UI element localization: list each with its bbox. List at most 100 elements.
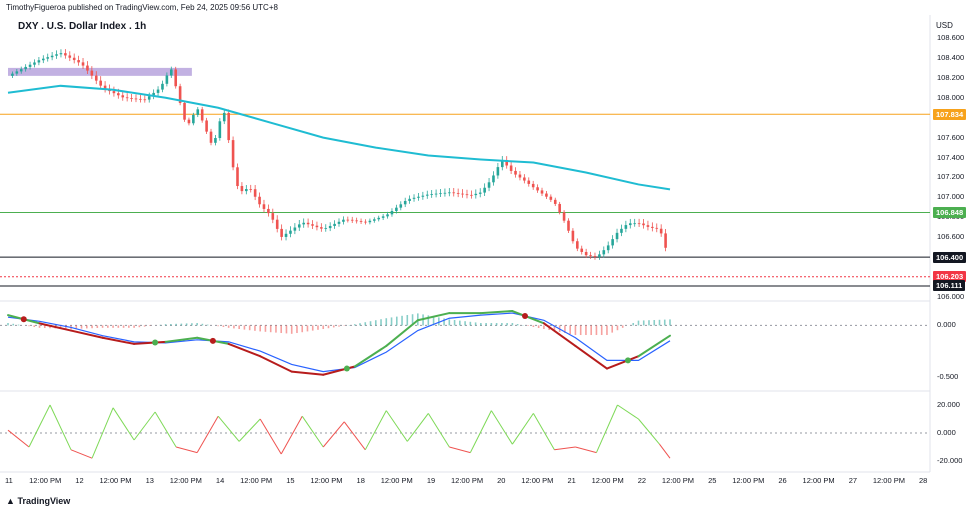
histogram-bar (133, 325, 135, 328)
time-axis-label: 12:00 PM (451, 476, 484, 485)
histogram-bar (532, 325, 535, 328)
momentum-line-segment (49, 404, 72, 451)
candle-body (611, 239, 614, 246)
histogram-bar (459, 320, 461, 326)
time-axis-label: 18 (356, 476, 365, 485)
histogram-bar (64, 325, 67, 329)
candle-body (15, 71, 19, 74)
candle-body (311, 224, 314, 226)
candle-body (620, 228, 623, 233)
histogram-bar (501, 323, 503, 326)
momentum-line-segment (575, 446, 597, 454)
candle-body (421, 195, 425, 197)
histogram-bar (222, 325, 225, 328)
oscillator-line-segment (101, 336, 136, 345)
momentum-line-segment (280, 415, 303, 455)
momentum-line-segment (406, 413, 429, 442)
histogram-bar (311, 325, 314, 331)
candle-body (218, 121, 222, 139)
level-price-tag: 107.834 (933, 108, 967, 120)
candle-body (24, 66, 27, 70)
candle-body (284, 233, 288, 237)
candle-body (64, 53, 67, 56)
histogram-bar (569, 325, 571, 335)
candle-body (187, 119, 191, 124)
histogram-bar (611, 325, 614, 333)
histogram-bar (317, 325, 319, 330)
crossover-dot (521, 312, 528, 319)
candle-body (346, 219, 350, 221)
momentum-line-segment (595, 404, 618, 453)
histogram-bar (296, 325, 298, 334)
histogram-bar (432, 316, 435, 326)
histogram-bar (254, 325, 256, 331)
candle-body (324, 228, 328, 229)
histogram-bar (248, 325, 251, 331)
candle-body (527, 180, 531, 184)
momentum-line-segment (449, 446, 471, 454)
candle-body (549, 196, 553, 200)
time-axis-label: 25 (708, 476, 717, 485)
candle-body (545, 193, 548, 197)
histogram-bar (243, 325, 246, 330)
candle-body (297, 224, 301, 228)
candle-body (355, 220, 358, 222)
time-axis-label: 14 (215, 476, 225, 485)
histogram-bar (238, 325, 240, 330)
momentum-tick-label: 0.000 (937, 428, 956, 437)
histogram-bar (28, 325, 30, 327)
histogram-bar (112, 325, 114, 328)
histogram-bar (49, 325, 51, 329)
candle-body (236, 167, 239, 187)
candle-body (222, 112, 226, 122)
momentum-line-segment (301, 415, 324, 448)
oscillator-line-segment (511, 310, 545, 325)
oscillator-line-segment (416, 312, 451, 322)
time-axis-label: 12:00 PM (802, 476, 835, 485)
candle-body (540, 190, 544, 194)
histogram-bar (138, 325, 141, 328)
momentum-line-segment (238, 418, 261, 442)
candle-body (258, 196, 261, 205)
histogram-bar (170, 324, 172, 326)
currency-label[interactable]: USD (936, 21, 953, 30)
candle-body (125, 97, 129, 99)
candle-body (615, 232, 619, 240)
histogram-bar (86, 325, 88, 329)
histogram-bar (469, 321, 472, 326)
histogram-bar (464, 321, 466, 326)
candle-body (90, 70, 94, 76)
candle-body (267, 208, 270, 214)
histogram-bar (527, 325, 529, 327)
time-axis-label: 21 (567, 476, 576, 485)
histogram-bar (663, 319, 666, 326)
candle-body (637, 223, 641, 225)
candle-body (624, 225, 628, 229)
candle-body (536, 187, 539, 191)
candle-body (514, 170, 517, 175)
candle-body (659, 228, 663, 234)
candle-body (395, 207, 398, 212)
histogram-bar (269, 325, 272, 333)
tv-icon: ▲ (6, 496, 15, 506)
oscillator-line-segment (227, 342, 262, 358)
candle-body (130, 98, 133, 99)
candle-body (399, 204, 403, 208)
candle-body (359, 221, 363, 222)
candle-body (465, 194, 469, 196)
histogram-bar (101, 325, 104, 328)
candle-body (99, 80, 102, 86)
candle-body (165, 75, 169, 84)
histogram-bar (59, 325, 62, 329)
candle-body (139, 98, 142, 100)
time-axis-label: 15 (286, 476, 295, 485)
candle-body (37, 60, 41, 63)
price-tick-label: 108.400 (937, 52, 965, 62)
candle-body (121, 95, 125, 98)
time-axis-label: 20 (497, 476, 506, 485)
oscillator-line-segment (605, 355, 640, 370)
crossover-dot (20, 316, 27, 323)
momentum-line-segment (490, 410, 513, 445)
candle-body (373, 219, 376, 221)
